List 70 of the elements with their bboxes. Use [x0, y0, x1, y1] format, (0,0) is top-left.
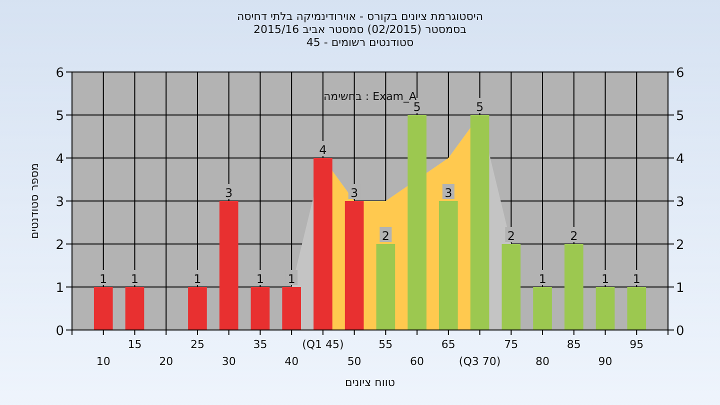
data-label: 2 — [507, 229, 515, 243]
x-tick-label: (Q3 70) — [458, 355, 501, 368]
x-tick-label: 25 — [190, 338, 204, 351]
bar — [564, 244, 584, 330]
data-label: 4 — [319, 143, 327, 157]
x-tick-label: 20 — [159, 355, 174, 368]
x-tick-label: 55 — [378, 338, 393, 351]
x-tick-label: 30 — [222, 355, 236, 368]
bar — [250, 287, 270, 330]
bar — [627, 287, 646, 330]
y2-tick-label: 1 — [676, 281, 684, 296]
data-label: 3 — [225, 186, 233, 200]
y-tick-label: 2 — [56, 238, 64, 253]
bar — [188, 287, 207, 330]
bar — [314, 158, 332, 330]
bar — [282, 287, 301, 330]
chart-subtitle: בסמסטר (02/2015) סמסטר אביב 2015/16 סטודנטים רשומים - 45 — [253, 23, 467, 49]
data-label: 1 — [256, 272, 264, 286]
y2-tick-label: 3 — [676, 195, 684, 210]
bar — [439, 201, 458, 330]
x-tick-label: 60 — [410, 355, 424, 368]
x-tick-label: 80 — [536, 355, 550, 368]
bar — [344, 201, 364, 330]
chart-title: היסטוגרמת ציונים בקורס - אוירודינמיקה בלתי דחיסה — [236, 10, 484, 23]
data-label: 1 — [194, 272, 202, 286]
y2-tick-label: 4 — [676, 152, 684, 167]
data-label: 3 — [350, 186, 358, 200]
bar — [470, 115, 490, 330]
data-label: 5 — [413, 100, 421, 114]
bar — [533, 287, 552, 330]
y-tick-label: 3 — [56, 195, 64, 210]
bar — [219, 201, 238, 330]
bar — [376, 244, 396, 330]
x-tick-label: 10 — [96, 355, 110, 368]
x-tick-label: 40 — [284, 355, 299, 368]
bar — [125, 287, 144, 330]
x-tick-label: 75 — [504, 338, 518, 351]
y-tick-label: 1 — [56, 281, 64, 296]
y-tick-label: 4 — [56, 152, 64, 167]
x-tick-label: 85 — [566, 338, 581, 351]
data-label: 5 — [476, 100, 484, 114]
y-tick-label: 6 — [56, 66, 64, 81]
bar — [502, 244, 521, 330]
x-tick-label: 95 — [630, 338, 644, 351]
y-tick-label: 0 — [56, 324, 64, 339]
data-label: 1 — [538, 272, 546, 286]
data-label: 1 — [632, 272, 640, 286]
data-label: 1 — [288, 272, 296, 286]
data-label: 3 — [444, 186, 452, 200]
data-label: 1 — [601, 272, 610, 286]
x-tick-label: (Q1 45) — [302, 338, 344, 351]
y2-tick-label: 0 — [676, 324, 684, 339]
bar — [408, 115, 426, 330]
x-axis-title: טווח ציונים — [345, 376, 395, 389]
y2-tick-label: 5 — [676, 109, 684, 124]
y2-tick-label: 2 — [676, 238, 684, 253]
y-tick-label: 5 — [56, 109, 64, 124]
data-label: 1 — [100, 272, 108, 286]
data-label: 2 — [570, 229, 578, 243]
bar — [94, 287, 113, 330]
x-tick-label: 90 — [598, 355, 612, 368]
y-axis-title: מספר סטודנטים — [28, 163, 41, 239]
data-label: 2 — [382, 229, 390, 243]
bar — [596, 287, 615, 330]
x-tick-label: 35 — [253, 338, 268, 351]
x-tick-label: 65 — [441, 338, 456, 351]
x-tick-label: 15 — [128, 338, 142, 351]
y2-tick-label: 6 — [676, 66, 684, 81]
data-label: 1 — [130, 272, 139, 286]
x-tick-label: 50 — [347, 355, 362, 368]
